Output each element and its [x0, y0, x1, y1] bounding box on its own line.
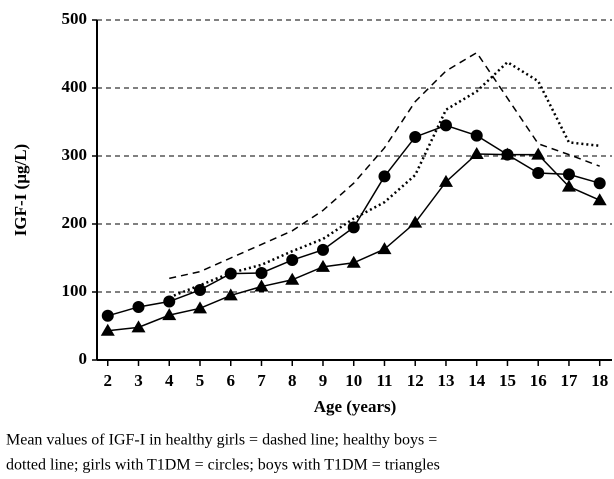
- x-tick-label: 15: [499, 371, 516, 390]
- x-axis-label: Age (years): [314, 397, 397, 416]
- triangle-marker: [254, 279, 269, 292]
- circle-marker: [132, 300, 145, 313]
- y-tick-label: 300: [62, 145, 88, 164]
- triangle-marker: [162, 308, 177, 321]
- circle-marker: [378, 170, 391, 183]
- circle-marker: [439, 119, 452, 132]
- circle-marker: [316, 243, 329, 256]
- y-tick-label: 0: [79, 349, 88, 368]
- x-tick-label: 14: [468, 371, 486, 390]
- x-tick-label: 5: [196, 371, 205, 390]
- x-tick-label: 8: [288, 371, 297, 390]
- circle-marker: [194, 283, 206, 296]
- triangle-marker: [500, 147, 515, 160]
- triangle-marker: [561, 179, 576, 192]
- x-tick-label: 7: [257, 371, 266, 390]
- circle-marker: [409, 130, 422, 143]
- circle-marker: [163, 295, 176, 308]
- x-tick-label: 13: [437, 371, 454, 390]
- x-tick-label: 11: [376, 371, 392, 390]
- circle-marker: [562, 168, 575, 181]
- triangle-marker: [131, 320, 146, 333]
- triangle-marker: [531, 147, 546, 160]
- x-tick-label: 18: [591, 371, 608, 390]
- triangle-marker: [408, 215, 423, 228]
- circle-marker: [347, 221, 360, 234]
- triangle-marker: [438, 174, 453, 187]
- y-axis-label: IGF-I (µg/L): [11, 144, 30, 236]
- x-tick-label: 16: [530, 371, 547, 390]
- circle-marker: [224, 267, 237, 280]
- x-tick-label: 2: [104, 371, 113, 390]
- x-tick-label: 17: [560, 371, 578, 390]
- triangle-marker: [377, 242, 392, 255]
- caption: dotted line; girls with T1DM = circles; …: [6, 457, 440, 474]
- triangle-marker: [346, 255, 361, 268]
- x-tick-label: 10: [345, 371, 362, 390]
- x-tick-label: 9: [319, 371, 328, 390]
- x-tick-label: 3: [134, 371, 143, 390]
- y-tick-label: 100: [62, 281, 88, 300]
- circle-marker: [593, 177, 606, 190]
- y-tick-label: 200: [62, 213, 88, 232]
- caption: Mean values of IGF-I in healthy girls = …: [6, 432, 437, 449]
- triangle-marker: [193, 301, 207, 314]
- circle-marker: [101, 309, 114, 322]
- series-line: [168, 60, 600, 299]
- circle-marker: [286, 254, 299, 267]
- triangle-marker: [100, 323, 115, 336]
- triangle-marker: [285, 272, 300, 285]
- triangle-marker: [592, 193, 607, 206]
- series-line: [169, 51, 600, 280]
- triangle-marker: [223, 288, 238, 301]
- circle-marker: [255, 266, 268, 279]
- circle-marker: [470, 129, 483, 142]
- circle-marker: [532, 167, 545, 179]
- x-tick-label: 6: [226, 371, 235, 390]
- y-tick-label: 500: [62, 9, 88, 28]
- x-tick-label: 4: [165, 371, 174, 390]
- triangle-marker: [315, 259, 330, 272]
- y-tick-label: 400: [62, 77, 88, 96]
- x-tick-label: 12: [407, 371, 424, 390]
- series-line: [107, 153, 601, 332]
- triangle-marker: [469, 146, 484, 159]
